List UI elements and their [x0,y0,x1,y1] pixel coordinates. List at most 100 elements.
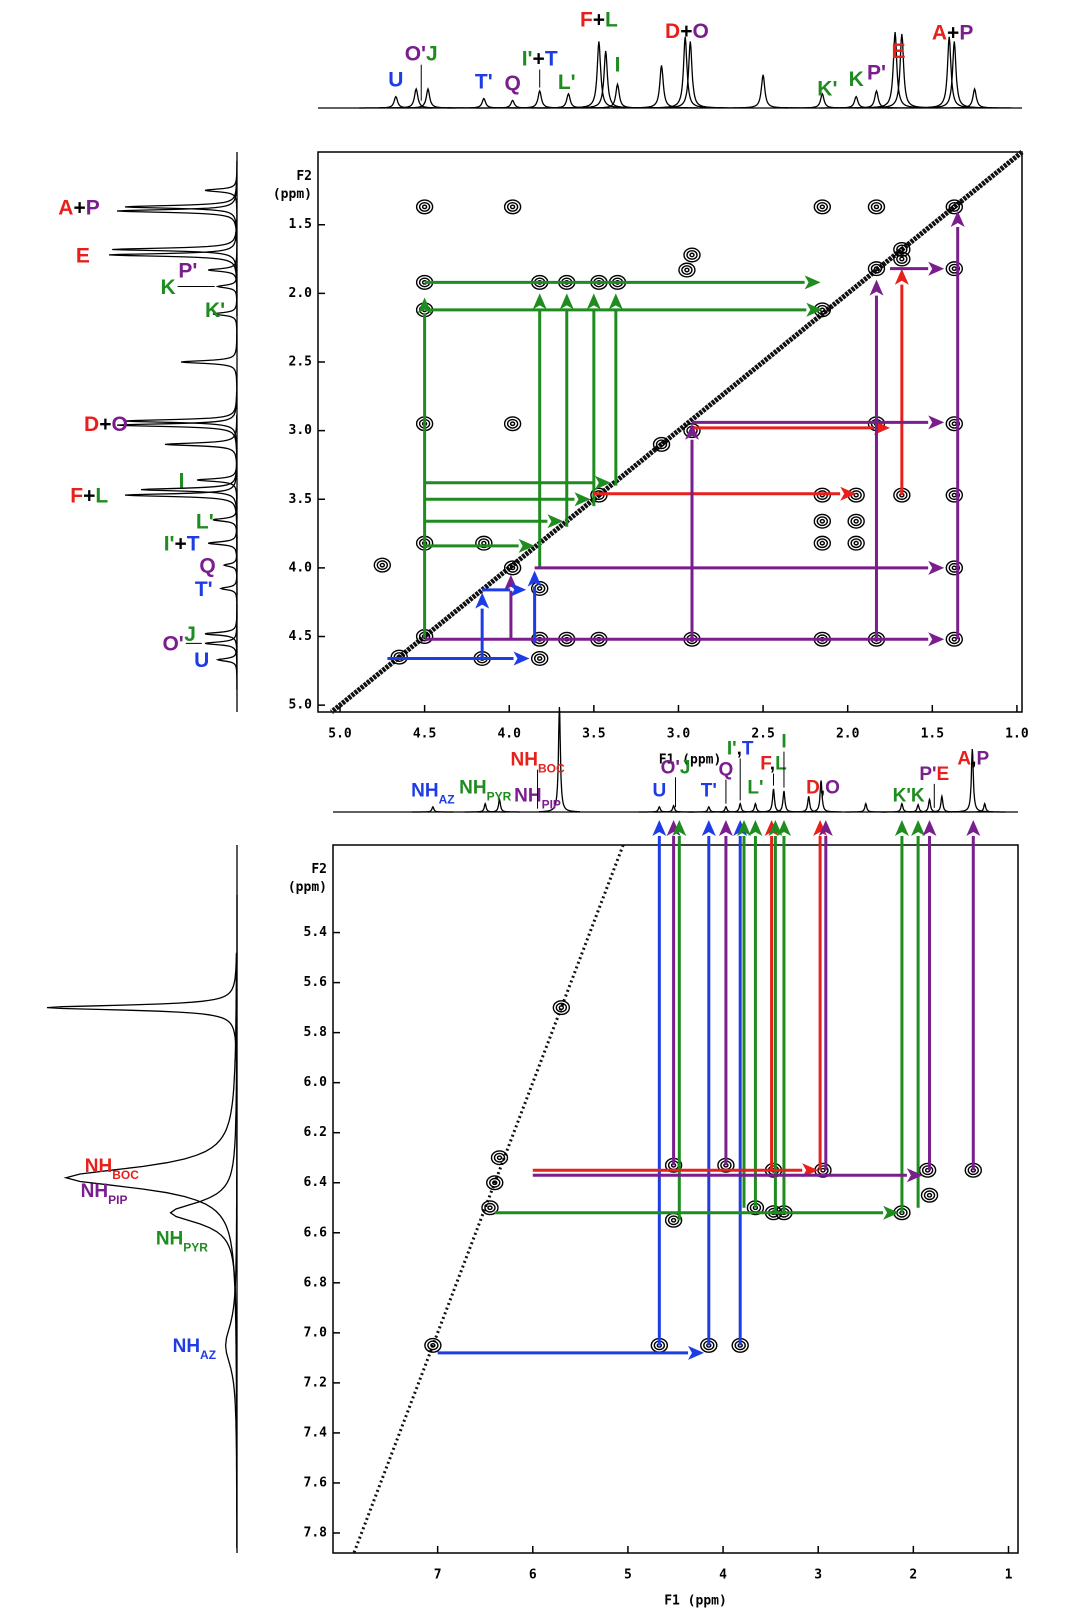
arrow [503,574,518,640]
cross-peak [503,199,522,215]
f1-peak [412,805,454,813]
arrow [692,420,890,435]
arrow [424,514,564,529]
contour [923,1190,936,1201]
label-part: T' [475,70,493,93]
arrow [777,820,791,1213]
f2-peak [196,450,238,510]
f2-peak [208,240,238,300]
f1-peak [379,87,453,109]
label-part: O [692,20,708,43]
contour [670,1217,677,1223]
arrow [424,492,591,507]
arrow [718,820,733,1166]
f1-peak [569,50,643,109]
y-tick-label: 6.0 [304,1075,328,1090]
peak-label: Q [504,72,520,95]
cross-peak [945,199,964,215]
y-tick-label: 7.2 [304,1375,327,1390]
diagonal [329,150,1024,714]
contour [478,538,490,549]
arrow-head [574,492,591,507]
f1-peak [581,82,655,109]
label-part: K [160,276,175,299]
contour [945,199,964,215]
label-part: J [680,757,691,778]
arrow-head [688,1345,704,1360]
peak-label: U [652,781,666,802]
plot-frame [317,151,1023,713]
contour [487,1205,493,1211]
contour [490,1150,509,1166]
cross-peak [847,513,865,529]
arrow [494,1205,900,1220]
contour [951,636,958,642]
label-part: T [742,738,754,759]
peak-label: A+P [58,196,99,219]
arrow-head [737,820,751,836]
label-part: P' [867,61,886,84]
contour [853,518,859,524]
f2-peak [224,895,238,1548]
contour [867,261,886,277]
y-axis-label: F2 (ppm) [288,862,327,895]
x-axis-label: F1 (ppm) [664,1594,727,1609]
label-part: A [957,749,971,770]
contour [427,1340,439,1351]
peak-label: Q [719,760,734,781]
y-tick-label: 7.8 [304,1525,328,1540]
x-tick-label: 3.0 [667,727,691,742]
peak-label: T' [701,781,717,802]
label-part: O' [661,757,680,778]
peak-label: NHPYR [459,777,511,803]
contour [948,263,961,274]
f1-peak [839,89,913,109]
contour [481,540,487,546]
peak-label: U [194,649,209,672]
label-part: F [70,484,83,507]
contour [373,557,392,573]
contour [686,249,698,260]
cross-peak [867,199,886,215]
arrow-head [928,415,945,430]
contour [893,241,911,257]
contour [558,1005,565,1011]
contour [945,560,964,576]
y-tick-label: 5.6 [304,975,328,990]
f1-peak [391,87,465,109]
contour [873,204,880,210]
contour [870,263,883,274]
contour [552,1000,571,1016]
label-part: + [99,413,111,436]
label-part: K [911,786,925,807]
arrow-head [802,1163,819,1178]
peak-label: K [160,276,175,299]
f1-peak [359,95,433,109]
f1-peak [653,804,695,813]
arrow [869,279,884,640]
arrow-head [513,651,530,666]
f1-peak [625,65,699,109]
arrow [586,293,601,507]
arrow [911,820,926,1208]
y-tick-label: 3.5 [289,492,312,507]
arrow [475,592,490,659]
x-tick-label: 1.5 [921,727,944,742]
contour [421,204,428,210]
y-tick-label: 1.5 [289,217,312,232]
contour [415,199,434,215]
contour [945,631,964,647]
label-part: L [95,484,108,507]
arrow [559,293,574,527]
cross-peak [415,199,434,215]
peak-label: NHPYR [156,1228,208,1254]
label-part: Q [504,72,520,95]
label-part: BOC [538,762,565,776]
arrow-head [559,293,574,310]
peak-label: T' [475,70,493,93]
peak-label: F+L [580,8,618,31]
label-part: P [86,196,100,219]
peak-label: P' [178,259,197,282]
contour [503,199,522,215]
